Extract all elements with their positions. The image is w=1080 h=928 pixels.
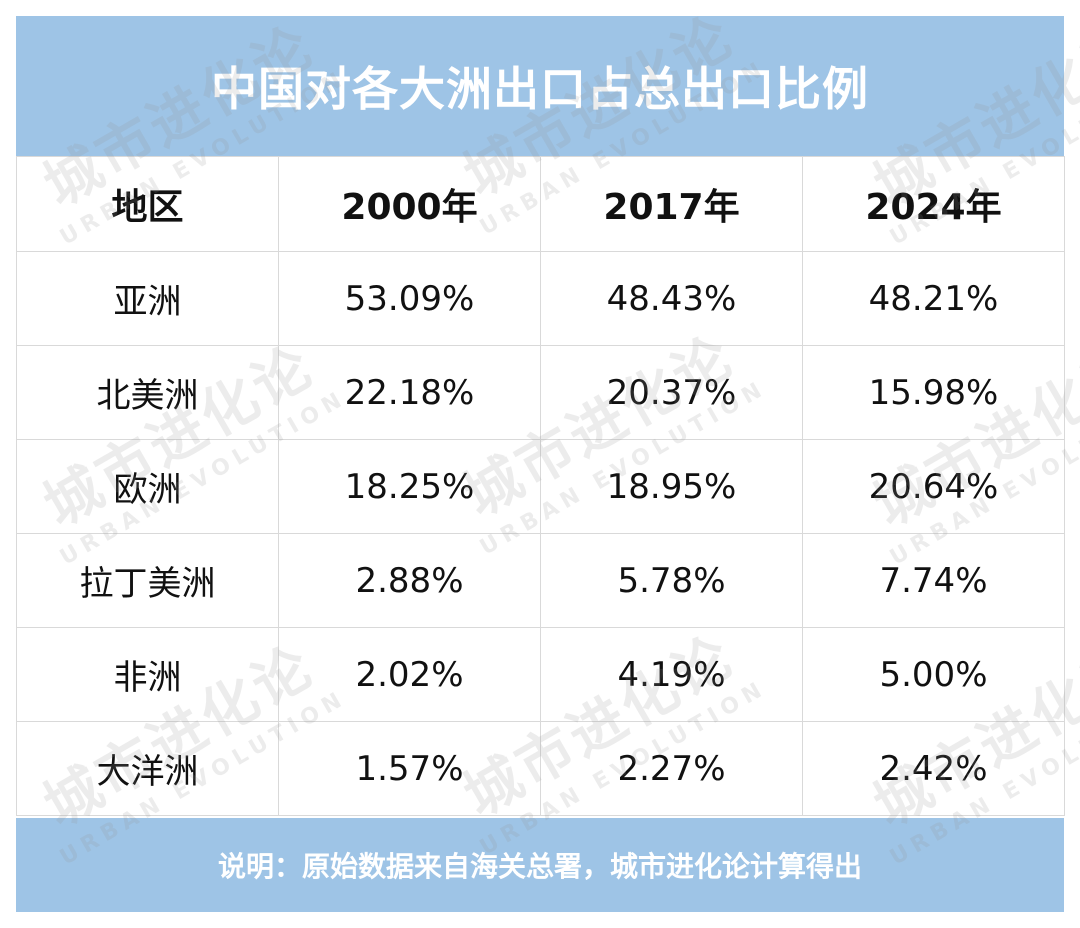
value-cell: 2.27% <box>540 721 803 816</box>
header-cell-2000: 2000年 <box>278 156 541 252</box>
value-cell: 4.19% <box>540 627 803 722</box>
table-row: 拉丁美洲 2.88% 5.78% 7.74% <box>16 533 1065 628</box>
value-cell: 53.09% <box>278 251 541 346</box>
value-cell: 2.88% <box>278 533 541 628</box>
value-cell: 18.25% <box>278 439 541 534</box>
page-title: 中国对各大洲出口占总出口比例 <box>211 62 869 116</box>
header-cell-region: 地区 <box>16 156 279 252</box>
value-cell: 1.57% <box>278 721 541 816</box>
region-cell: 欧洲 <box>16 439 279 534</box>
data-table: 地区 2000年 2017年 2024年 亚洲 53.09% 48.43% 48… <box>16 156 1065 816</box>
value-cell: 2.42% <box>802 721 1065 816</box>
table-row: 北美洲 22.18% 20.37% 15.98% <box>16 345 1065 440</box>
region-cell: 非洲 <box>16 627 279 722</box>
value-cell: 22.18% <box>278 345 541 440</box>
value-cell: 2.02% <box>278 627 541 722</box>
table-row: 大洋洲 1.57% 2.27% 2.42% <box>16 721 1065 816</box>
value-cell: 5.78% <box>540 533 803 628</box>
header-cell-2024: 2024年 <box>802 156 1065 252</box>
table-row: 亚洲 53.09% 48.43% 48.21% <box>16 251 1065 346</box>
footer-note: 说明：原始数据来自海关总署，城市进化论计算得出 <box>217 850 862 883</box>
value-cell: 5.00% <box>802 627 1065 722</box>
header-cell-2017: 2017年 <box>540 156 803 252</box>
region-cell: 北美洲 <box>16 345 279 440</box>
region-cell: 亚洲 <box>16 251 279 346</box>
table-row: 欧洲 18.25% 18.95% 20.64% <box>16 439 1065 534</box>
table-row: 非洲 2.02% 4.19% 5.00% <box>16 627 1065 722</box>
value-cell: 20.37% <box>540 345 803 440</box>
value-cell: 20.64% <box>802 439 1065 534</box>
header-row: 地区 2000年 2017年 2024年 <box>16 156 1065 252</box>
value-cell: 15.98% <box>802 345 1065 440</box>
title-bar: 中国对各大洲出口占总出口比例 <box>16 16 1064 156</box>
region-cell: 大洋洲 <box>16 721 279 816</box>
table-card: 中国对各大洲出口占总出口比例 地区 2000年 2017年 2024年 亚洲 5… <box>16 16 1065 912</box>
value-cell: 7.74% <box>802 533 1065 628</box>
value-cell: 48.43% <box>540 251 803 346</box>
region-cell: 拉丁美洲 <box>16 533 279 628</box>
footer-bar: 说明：原始数据来自海关总署，城市进化论计算得出 <box>16 818 1064 912</box>
value-cell: 48.21% <box>802 251 1065 346</box>
value-cell: 18.95% <box>540 439 803 534</box>
